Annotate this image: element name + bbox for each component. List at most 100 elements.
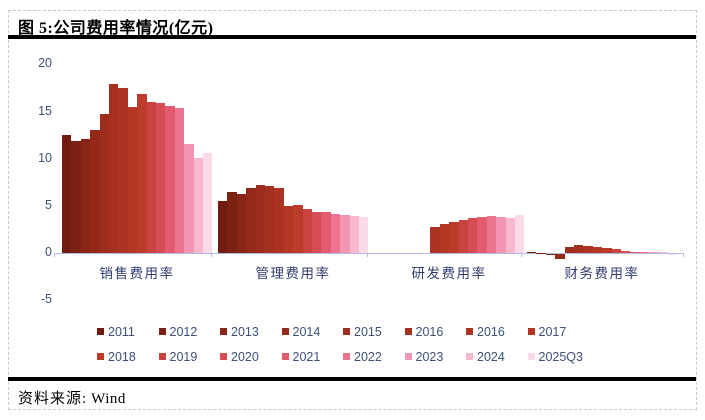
bar-2016-研发费用率 bbox=[430, 226, 440, 253]
legend-label: 2018 bbox=[108, 349, 136, 364]
legend-row-1: 2011 2012 2013 2014 2015 2016 2016 2017 bbox=[97, 319, 677, 344]
y-axis-tick-label: -5 bbox=[40, 292, 52, 307]
bar-2016-管理费用率 bbox=[274, 187, 284, 253]
figure-title: 图 5:公司费用率情况(亿元) bbox=[18, 20, 214, 37]
bar-2019-研发费用率 bbox=[458, 219, 468, 253]
legend-label: 2019 bbox=[169, 349, 198, 364]
bar-2024-研发费用率 bbox=[505, 217, 515, 253]
legend-label: 2022 bbox=[354, 349, 382, 364]
legend-item-2016: 2016 bbox=[466, 325, 528, 339]
legend-label: 2016 bbox=[415, 324, 444, 339]
category-label: 财务费用率 bbox=[564, 266, 640, 281]
legend-label: 2020 bbox=[231, 349, 259, 364]
legend-label: 2024 bbox=[477, 349, 505, 364]
bar-2025Q3-研发费用率 bbox=[515, 215, 525, 253]
bar-2017-财务费用率 bbox=[592, 246, 603, 253]
legend-swatch bbox=[466, 353, 473, 360]
bar-2023-财务费用率 bbox=[649, 251, 659, 253]
legend-swatch bbox=[281, 353, 289, 360]
legend-swatch bbox=[527, 328, 535, 335]
bar-2011-财务费用率 bbox=[527, 251, 537, 253]
bar-2016-财务费用率 bbox=[574, 245, 584, 253]
bar-2021-管理费用率 bbox=[321, 212, 331, 253]
bar-2014-财务费用率 bbox=[555, 254, 565, 260]
bar-2021-研发费用率 bbox=[477, 216, 487, 253]
bar-2024-销售费用率 bbox=[193, 157, 203, 253]
legend-item-2014: 2014 bbox=[281, 325, 344, 339]
bar-2017-管理费用率 bbox=[283, 205, 294, 253]
legend-item-2015: 2015 bbox=[343, 325, 405, 339]
legend-swatch bbox=[220, 328, 227, 335]
legend-swatch bbox=[466, 328, 473, 335]
bar-2022-管理费用率 bbox=[330, 214, 341, 253]
legend-swatch bbox=[343, 353, 350, 360]
bar-2018-研发费用率 bbox=[449, 221, 459, 253]
legend-item-2013: 2013 bbox=[220, 325, 282, 339]
bar-2020-财务费用率 bbox=[621, 250, 631, 253]
x-axis-line bbox=[54, 253, 684, 255]
category-label: 管理费用率 bbox=[255, 266, 331, 281]
bar-2018-财务费用率 bbox=[602, 248, 612, 253]
source-note: 资料来源: Wind bbox=[18, 387, 126, 408]
bar-2017-销售费用率 bbox=[127, 106, 138, 253]
bar-2015-管理费用率 bbox=[255, 185, 265, 253]
category-label: 销售费用率 bbox=[99, 266, 175, 281]
bar-2012-管理费用率 bbox=[227, 191, 237, 253]
source-value: Wind bbox=[91, 391, 126, 407]
y-axis-tick-label: 15 bbox=[38, 103, 52, 118]
legend-label: 2017 bbox=[538, 324, 567, 339]
bar-2022-销售费用率 bbox=[174, 107, 185, 253]
legend-label: 2012 bbox=[169, 324, 198, 339]
bar-2019-管理费用率 bbox=[302, 208, 312, 253]
source-divider-rule bbox=[8, 377, 696, 381]
legend-label: 2015 bbox=[354, 324, 382, 339]
legend-item-2019: 2019 bbox=[158, 349, 221, 364]
legend-label: 2013 bbox=[231, 324, 259, 339]
legend-item-2023: 2023 bbox=[404, 349, 467, 364]
bar-2018-管理费用率 bbox=[293, 204, 303, 253]
y-axis-tick-label: 20 bbox=[38, 56, 52, 71]
bar-2023-销售费用率 bbox=[184, 143, 194, 253]
legend-label: 2023 bbox=[415, 349, 444, 364]
legend-item-2011: 2011 bbox=[97, 325, 159, 339]
legend-label: 2016 bbox=[477, 324, 505, 339]
bar-2016-财务费用率 bbox=[583, 245, 593, 253]
legend-swatch bbox=[158, 328, 166, 335]
bar-2024-财务费用率 bbox=[658, 252, 668, 253]
bar-2019-财务费用率 bbox=[611, 249, 621, 253]
bar-2017-研发费用率 bbox=[439, 223, 450, 253]
bar-2013-财务费用率 bbox=[545, 254, 556, 255]
bar-2019-销售费用率 bbox=[146, 102, 156, 253]
bar-2013-销售费用率 bbox=[80, 138, 91, 253]
legend-label: 2021 bbox=[292, 349, 321, 364]
legend-swatch bbox=[281, 328, 289, 335]
source-label: 资料来源: bbox=[18, 391, 88, 407]
expense-ratio-bar-chart: 20 15 10 5 0 -5 销售费用率 管理费用率 研发费用率 财务费用率 bbox=[0, 45, 705, 315]
x-axis-tick bbox=[367, 253, 369, 257]
bar-2011-管理费用率 bbox=[218, 201, 228, 253]
x-axis-tick bbox=[211, 253, 213, 257]
bar-2022-研发费用率 bbox=[486, 216, 497, 253]
legend-label: 2025Q3 bbox=[538, 349, 583, 364]
bar-2016-销售费用率 bbox=[109, 84, 119, 253]
bar-2020-销售费用率 bbox=[156, 103, 166, 253]
legend-item-2018: 2018 bbox=[97, 350, 159, 364]
legend-swatch bbox=[527, 353, 535, 360]
bar-2015-销售费用率 bbox=[99, 114, 109, 253]
bar-2021-财务费用率 bbox=[630, 251, 640, 253]
bar-2014-销售费用率 bbox=[90, 130, 100, 253]
legend-swatch bbox=[97, 353, 104, 360]
x-axis-tick bbox=[521, 253, 523, 257]
bar-2012-销售费用率 bbox=[71, 140, 81, 253]
bar-2023-管理费用率 bbox=[340, 215, 350, 253]
legend-swatch bbox=[97, 328, 104, 335]
legend-item-2017: 2017 bbox=[527, 324, 590, 339]
category-label: 研发费用率 bbox=[411, 266, 487, 281]
legend-swatch bbox=[404, 328, 412, 335]
bar-2025Q3-管理费用率 bbox=[359, 217, 369, 253]
bar-2011-销售费用率 bbox=[62, 135, 72, 253]
bar-2025Q3-财务费用率 bbox=[668, 254, 678, 255]
legend-item-2021: 2021 bbox=[281, 349, 344, 364]
legend-item-2020: 2020 bbox=[220, 350, 282, 364]
